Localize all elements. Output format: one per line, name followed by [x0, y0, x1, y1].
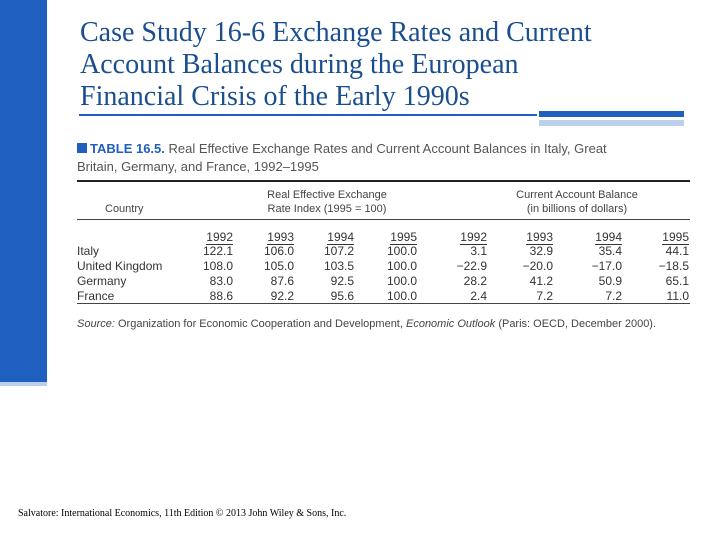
table-top-rule	[77, 180, 690, 182]
caption-square-icon	[77, 143, 87, 153]
source-label: Source:	[77, 318, 115, 330]
year-header: 1995	[390, 230, 417, 245]
table-row: Italy 122.1 106.0 107.2 100.0 3.1 32.9 3…	[77, 244, 690, 259]
year-header: 1993	[267, 230, 294, 245]
cell: 100.0	[386, 244, 417, 258]
cell: −17.0	[591, 259, 622, 273]
cell: 44.1	[665, 244, 689, 258]
table-header-rule	[77, 219, 690, 220]
header-rer-line2: Rate Index (1995 = 100)	[267, 203, 387, 215]
cell: 41.2	[529, 274, 553, 288]
cell: 7.2	[605, 289, 622, 303]
table-figure: TABLE 16.5. Real Effective Exchange Rate…	[77, 140, 690, 304]
year-header: 1995	[662, 230, 689, 245]
year-header: 1992	[206, 230, 233, 245]
cell: 88.6	[209, 289, 233, 303]
cell: 50.9	[598, 274, 622, 288]
header-cab-line2: (in billions of dollars)	[526, 203, 628, 215]
caption-text-line1: Real Effective Exchange Rates and Curren…	[168, 141, 607, 156]
source-tail: (Paris: OECD, December 2000).	[498, 318, 657, 330]
cell: 95.6	[330, 289, 354, 303]
row-country: Germany	[77, 274, 127, 288]
cell: 32.9	[529, 244, 553, 258]
cell: 100.0	[386, 289, 417, 303]
header-real-exchange-rate: Real Effective Exchange Rate Index (1995…	[237, 188, 417, 216]
cell: 92.5	[330, 274, 354, 288]
header-cab-line1: Current Account Balance	[516, 189, 638, 201]
table-number: TABLE 16.5.	[90, 141, 165, 156]
cell: 11.0	[666, 289, 689, 303]
cell: 28.2	[463, 274, 487, 288]
year-header: 1993	[526, 230, 553, 245]
year-header: 1994	[595, 230, 622, 245]
year-header: 1992	[460, 230, 487, 245]
cell: 87.6	[270, 274, 294, 288]
cell: 92.2	[270, 289, 294, 303]
cell: 35.4	[598, 244, 622, 258]
source-publication: Economic Outlook	[405, 318, 496, 330]
table-caption: TABLE 16.5. Real Effective Exchange Rate…	[77, 140, 690, 158]
title-accent-bar-light	[539, 120, 684, 126]
table-row: Germany 83.0 87.6 92.5 100.0 28.2 41.2 5…	[77, 274, 690, 289]
cell: −18.5	[658, 259, 689, 273]
cell: 103.5	[323, 259, 354, 273]
cell: 105.0	[263, 259, 294, 273]
slide-footer: Salvatore: International Economics, 11th…	[18, 508, 347, 519]
header-current-account: Current Account Balance (in billions of …	[487, 188, 667, 216]
table-row: United Kingdom 108.0 105.0 103.5 100.0 −…	[77, 259, 690, 274]
year-header: 1994	[327, 230, 354, 245]
cell: 2.4	[470, 289, 487, 303]
cell: 100.0	[386, 259, 417, 273]
cell: 108.0	[202, 259, 233, 273]
left-accent-bar	[0, 0, 47, 382]
cell: −22.9	[456, 259, 487, 273]
cell: 100.0	[386, 274, 417, 288]
table-source-note: Source: Organization for Economic Cooper…	[77, 317, 656, 331]
cell: 65.1	[665, 274, 689, 288]
title-accent-bar	[539, 111, 684, 117]
cell: 106.0	[263, 244, 294, 258]
slide-title: Case Study 16-6 Exchange Rates and Curre…	[80, 17, 592, 112]
title-underline	[79, 114, 537, 116]
table-row: France 88.6 92.2 95.6 100.0 2.4 7.2 7.2 …	[77, 289, 690, 304]
caption-text-line2: Britain, Germany, and France, 1992–1995	[77, 159, 319, 174]
cell: 122.1	[202, 244, 233, 258]
cell: 7.2	[536, 289, 553, 303]
cell: 83.0	[209, 274, 233, 288]
header-rer-line1: Real Effective Exchange	[267, 189, 387, 201]
cell: 107.2	[323, 244, 354, 258]
source-text: Organization for Economic Cooperation an…	[117, 318, 403, 330]
row-country: United Kingdom	[77, 259, 163, 273]
row-country: Italy	[77, 244, 100, 258]
header-country: Country	[105, 203, 144, 215]
cell: −20.0	[522, 259, 553, 273]
left-accent-bar-shadow	[0, 382, 47, 386]
table-bottom-rule	[77, 303, 690, 304]
row-country: France	[77, 289, 115, 303]
cell: 3.1	[470, 244, 487, 258]
